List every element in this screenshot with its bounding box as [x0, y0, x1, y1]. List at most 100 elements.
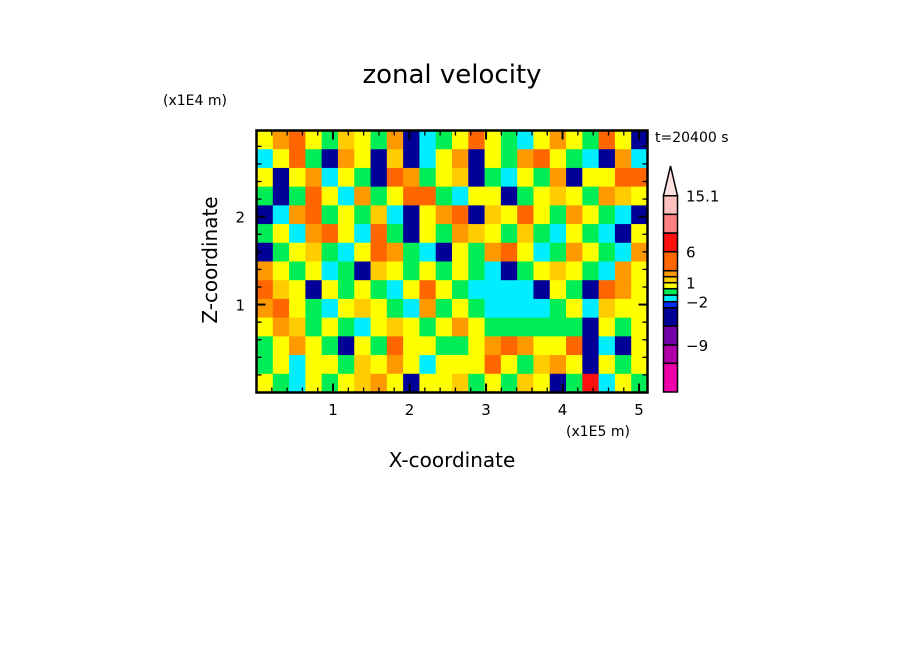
heatmap-cell — [419, 298, 437, 319]
heatmap-cell — [517, 261, 535, 281]
x-tick-label: 4 — [558, 401, 568, 419]
heatmap-cell — [500, 130, 518, 150]
heatmap-cell — [566, 261, 583, 281]
heatmap-cell — [386, 205, 404, 225]
heatmap-cell — [305, 149, 323, 169]
heatmap-cell — [614, 242, 632, 263]
heatmap-cell — [289, 130, 306, 150]
heatmap-cell — [614, 130, 632, 150]
heatmap-cell — [305, 167, 323, 188]
heatmap-cell — [582, 149, 600, 169]
heatmap-cell — [468, 336, 486, 356]
heatmap-cell — [419, 186, 437, 206]
heatmap-cell — [386, 317, 404, 337]
heatmap-cell — [468, 205, 486, 225]
heatmap-cell — [517, 167, 535, 188]
colorbar-segment — [662, 287, 679, 296]
heatmap-cell — [566, 205, 583, 225]
heatmap-cell — [631, 280, 649, 300]
heatmap-cell — [500, 317, 518, 337]
heatmap-cell — [256, 317, 274, 337]
heatmap-cell — [370, 130, 388, 150]
heatmap-cell — [566, 355, 583, 375]
heatmap-cell — [256, 373, 274, 394]
heatmap-cell — [337, 167, 355, 188]
heatmap-cell — [256, 167, 274, 188]
heatmap-cell — [582, 280, 600, 300]
heatmap-cell — [452, 205, 469, 225]
heatmap-cell — [468, 224, 486, 244]
heatmap-cell — [533, 298, 551, 319]
heatmap-cell — [419, 130, 437, 150]
heatmap-cell — [272, 130, 290, 150]
heatmap-cell — [468, 298, 486, 319]
heatmap-cell — [549, 261, 567, 281]
heatmap-cell — [289, 242, 306, 263]
colorbar-segment — [662, 306, 679, 327]
heatmap-cell — [321, 167, 339, 188]
heatmap-cell — [370, 355, 388, 375]
heatmap-cell — [517, 280, 535, 300]
heatmap-cell — [256, 242, 274, 263]
heatmap-cell — [631, 130, 649, 150]
heatmap-cell — [549, 149, 567, 169]
colorbar-label: −9 — [686, 337, 708, 355]
colorbar-segment — [662, 213, 679, 234]
heatmap-cell — [598, 167, 616, 188]
heatmap-cell — [272, 317, 290, 337]
heatmap-cell — [289, 261, 306, 281]
heatmap-cell — [484, 261, 502, 281]
heatmap-cell — [370, 298, 388, 319]
heatmap-cell — [337, 280, 355, 300]
heatmap-cell — [403, 186, 421, 206]
heatmap-cell — [452, 224, 469, 244]
heatmap-cell — [533, 373, 551, 394]
colorbar-segment — [662, 250, 679, 272]
heatmap-cell — [598, 317, 616, 337]
heatmap-cell — [631, 167, 649, 188]
heatmap-cell — [370, 167, 388, 188]
heatmap-cell — [631, 261, 649, 281]
colorbar-label: 15.1 — [686, 188, 719, 206]
heatmap-cell — [549, 242, 567, 263]
heatmap-cell — [435, 373, 453, 394]
heatmap-cell — [533, 336, 551, 356]
heatmap-cell — [598, 242, 616, 263]
heatmap-cell — [549, 336, 567, 356]
heatmap-cell — [533, 355, 551, 375]
heatmap-cell — [386, 336, 404, 356]
heatmap-cell — [435, 149, 453, 169]
heatmap-cell — [517, 186, 535, 206]
heatmap-cell — [517, 298, 535, 319]
heatmap-cell — [386, 186, 404, 206]
heatmap-cell — [305, 336, 323, 356]
heatmap-cell — [533, 317, 551, 337]
heatmap-cell — [582, 373, 600, 394]
heatmap-cell — [517, 336, 535, 356]
heatmap-cell — [354, 336, 372, 356]
heatmap-cell — [354, 186, 372, 206]
heatmap-cell — [321, 186, 339, 206]
heatmap-cell — [533, 261, 551, 281]
heatmap-cell — [435, 186, 453, 206]
heatmap-cell — [403, 261, 421, 281]
heatmap-cell — [272, 336, 290, 356]
x-tick-label: 1 — [328, 401, 338, 419]
heatmap-cell — [272, 298, 290, 319]
heatmap-cell — [354, 205, 372, 225]
heatmap-cell — [403, 336, 421, 356]
heatmap-cell — [256, 205, 274, 225]
heatmap-cell — [631, 298, 649, 319]
heatmap-cell — [517, 373, 535, 394]
heatmap-cell — [468, 167, 486, 188]
heatmap-cell — [337, 242, 355, 263]
heatmap-cell — [484, 167, 502, 188]
heatmap-cell — [289, 167, 306, 188]
heatmap-cell — [614, 336, 632, 356]
heatmap-cell — [452, 298, 469, 319]
heatmap-cell — [484, 336, 502, 356]
heatmap-cell — [468, 261, 486, 281]
colorbar-label: −2 — [686, 294, 708, 312]
heatmap-cell — [305, 186, 323, 206]
heatmap-cell — [256, 355, 274, 375]
